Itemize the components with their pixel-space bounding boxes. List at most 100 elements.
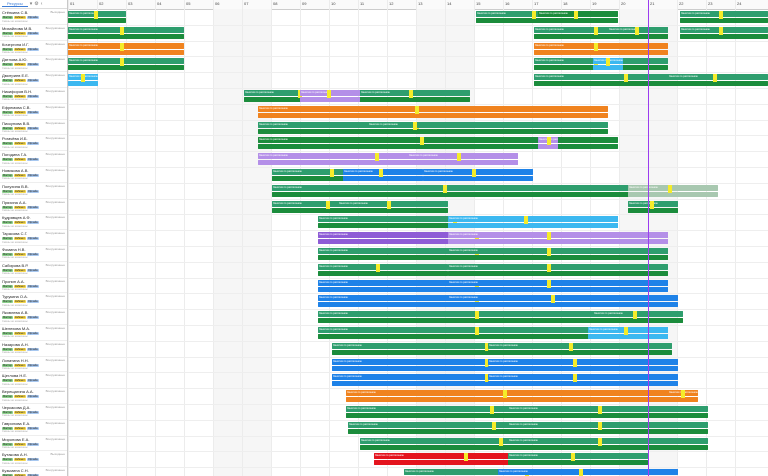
resource-row[interactable]: Лопатина Н.Н. Вооружённые Мастер Кабинет Офл… bbox=[0, 357, 67, 373]
event-marker[interactable] bbox=[81, 74, 85, 83]
schedule-bar[interactable]: Занятия по расписанию bbox=[318, 311, 668, 318]
schedule-bar[interactable] bbox=[423, 176, 533, 181]
resource-row[interactable]: Стёпкина С.В. Выходные Мастер Кабинет Офлайн… bbox=[0, 9, 67, 25]
schedule-bar[interactable]: Занятия по расписанию bbox=[272, 169, 402, 175]
schedule-bar[interactable] bbox=[272, 176, 402, 181]
schedule-bar[interactable] bbox=[508, 444, 708, 450]
event-marker[interactable] bbox=[375, 153, 379, 162]
filter-icon[interactable]: ▾ bbox=[29, 1, 33, 7]
schedule-bar[interactable]: Занятия по расписанию bbox=[68, 58, 184, 65]
schedule-bar[interactable]: Занятия по расписанию bbox=[534, 26, 668, 33]
schedule-bar[interactable] bbox=[318, 270, 448, 276]
event-marker[interactable] bbox=[120, 42, 124, 51]
schedule-bar[interactable]: Занятия по расписанию bbox=[508, 421, 708, 428]
event-marker[interactable] bbox=[379, 169, 383, 177]
schedule-bar[interactable]: Занятия по расписанию bbox=[258, 153, 518, 160]
schedule-bar[interactable]: Занятия по расписанию bbox=[272, 200, 392, 207]
resource-row[interactable]: Черкасова Д.А. Вооружённые Мастер Кабинет Оф… bbox=[0, 404, 67, 420]
schedule-bar[interactable]: Занятия по расписанию bbox=[258, 105, 608, 112]
schedule-bar[interactable]: Занятия по расписанию bbox=[498, 469, 678, 476]
schedule-bar[interactable]: Занятия по расписанию bbox=[593, 311, 683, 318]
schedule-bar[interactable]: Занятия по расписанию bbox=[448, 216, 618, 223]
schedule-bar[interactable] bbox=[258, 160, 518, 166]
schedule-bar[interactable] bbox=[346, 413, 666, 418]
schedule-bar[interactable]: Занятия по расписанию bbox=[318, 327, 668, 333]
event-marker[interactable] bbox=[547, 279, 551, 288]
schedule-bar[interactable] bbox=[488, 381, 678, 387]
schedule-bar[interactable] bbox=[538, 144, 558, 150]
resource-row[interactable]: Пронин А.А. Вооружённые Мастер Кабинет Офлай… bbox=[0, 278, 67, 294]
schedule-bar[interactable] bbox=[508, 460, 648, 466]
event-marker[interactable] bbox=[650, 200, 654, 209]
schedule-bar[interactable] bbox=[488, 365, 678, 371]
schedule-bar[interactable] bbox=[68, 18, 126, 23]
chevron-left-icon[interactable]: ‹ bbox=[40, 1, 43, 7]
event-marker[interactable] bbox=[485, 374, 489, 383]
event-marker[interactable] bbox=[330, 169, 334, 177]
event-marker[interactable] bbox=[420, 137, 424, 146]
event-marker[interactable] bbox=[594, 42, 598, 51]
schedule-bar[interactable] bbox=[360, 97, 470, 102]
resource-row[interactable]: Бутакова А.Н. Выходные Мастер Кабинет Офлайн… bbox=[0, 451, 67, 468]
event-marker[interactable] bbox=[569, 342, 573, 351]
event-marker[interactable] bbox=[606, 58, 610, 67]
schedule-bar[interactable]: Занятия по расписанию bbox=[508, 437, 708, 444]
schedule-bar[interactable] bbox=[318, 334, 668, 339]
event-marker[interactable] bbox=[94, 11, 98, 19]
schedule-bar[interactable] bbox=[628, 191, 718, 197]
schedule-bar[interactable] bbox=[68, 49, 184, 55]
schedule-bar[interactable] bbox=[448, 302, 678, 308]
resource-row[interactable]: Гаврилова Е.А. Вооружённые Мастер Кабинет Оф… bbox=[0, 420, 67, 436]
resource-row[interactable]: Новикова А.В. Вооружённые Мастер Кабинет Офл… bbox=[0, 167, 67, 183]
event-marker[interactable] bbox=[573, 358, 577, 367]
schedule-bar[interactable]: Занятия по расписанию bbox=[448, 279, 668, 286]
resource-row[interactable]: Погодина Г.А. Вооружённые Мастер Кабинет Офл… bbox=[0, 151, 67, 167]
schedule-bar[interactable]: Занятия по расписанию bbox=[408, 153, 518, 160]
resource-row[interactable]: Кудрявцев А.Ф. Вооружённые Мастер Кабинет Оф… bbox=[0, 214, 67, 231]
schedule-bar[interactable] bbox=[68, 81, 98, 87]
schedule-bar[interactable]: Занятия по расписанию bbox=[534, 74, 734, 81]
event-marker[interactable] bbox=[681, 390, 685, 399]
schedule-bar[interactable]: Занятия по расписанию bbox=[538, 11, 618, 17]
schedule-bar[interactable]: Занятия по расписанию bbox=[368, 121, 468, 128]
event-marker[interactable] bbox=[713, 74, 717, 83]
event-marker[interactable] bbox=[668, 184, 672, 193]
schedule-bar[interactable]: Занятия по расписанию bbox=[508, 453, 648, 460]
schedule-bar[interactable] bbox=[68, 65, 184, 71]
schedule-bar[interactable]: Занятия по расписанию bbox=[680, 11, 768, 17]
schedule-bar[interactable]: Занятия по расписанию bbox=[668, 74, 768, 81]
event-marker[interactable] bbox=[485, 342, 489, 351]
schedule-bar[interactable] bbox=[448, 223, 618, 229]
schedule-bar[interactable]: Занятия по расписанию bbox=[360, 90, 470, 96]
resource-row[interactable]: Дятлова А.Ю. Вооружённые Мастер Кабинет Офла… bbox=[0, 56, 67, 73]
schedule-bar[interactable] bbox=[588, 334, 668, 339]
event-marker[interactable] bbox=[499, 437, 503, 446]
event-marker[interactable] bbox=[490, 406, 494, 414]
event-marker[interactable] bbox=[719, 11, 723, 19]
resource-row[interactable]: Турукина О.А. Вооружённые Мастер Кабинет Офл… bbox=[0, 293, 67, 310]
schedule-bar[interactable]: Занятия по расписанию bbox=[374, 453, 574, 460]
event-marker[interactable] bbox=[624, 327, 628, 335]
schedule-bar[interactable] bbox=[593, 65, 623, 71]
event-marker[interactable] bbox=[413, 121, 417, 130]
schedule-bar[interactable] bbox=[668, 397, 698, 403]
resource-row[interactable]: Яковлева А.В. Вооружённые Мастер Кабинет Офл… bbox=[0, 309, 67, 325]
schedule-bar[interactable]: Занятия по расписанию bbox=[488, 342, 668, 349]
schedule-bar[interactable]: Занятия по расписанию bbox=[68, 26, 184, 33]
schedule-bar[interactable] bbox=[258, 112, 608, 118]
schedule-bar[interactable] bbox=[408, 160, 518, 166]
schedule-bar[interactable]: Занятия по расписанию bbox=[448, 248, 668, 254]
schedule-bar[interactable]: Занятия по расписанию bbox=[680, 26, 768, 33]
resource-row[interactable]: Ефремова С.В. Вооружённые Мастер Кабинет Офл… bbox=[0, 104, 67, 120]
schedule-bar[interactable]: Занятия по расписанию bbox=[343, 169, 423, 175]
event-marker[interactable] bbox=[547, 248, 551, 256]
event-marker[interactable] bbox=[415, 105, 419, 114]
schedule-bar[interactable] bbox=[628, 207, 678, 213]
schedule-bar[interactable] bbox=[368, 128, 468, 134]
event-marker[interactable] bbox=[475, 311, 479, 320]
resource-row[interactable]: Верещагина А.А. Вооружённые Мастер Кабинет О… bbox=[0, 388, 67, 404]
event-marker[interactable] bbox=[547, 232, 551, 241]
event-marker[interactable] bbox=[327, 90, 331, 98]
schedule-bar[interactable] bbox=[534, 49, 668, 55]
resource-row[interactable]: Дмитриев Е.Е. Вооружённые Мастер Кабинет Офл… bbox=[0, 72, 67, 88]
